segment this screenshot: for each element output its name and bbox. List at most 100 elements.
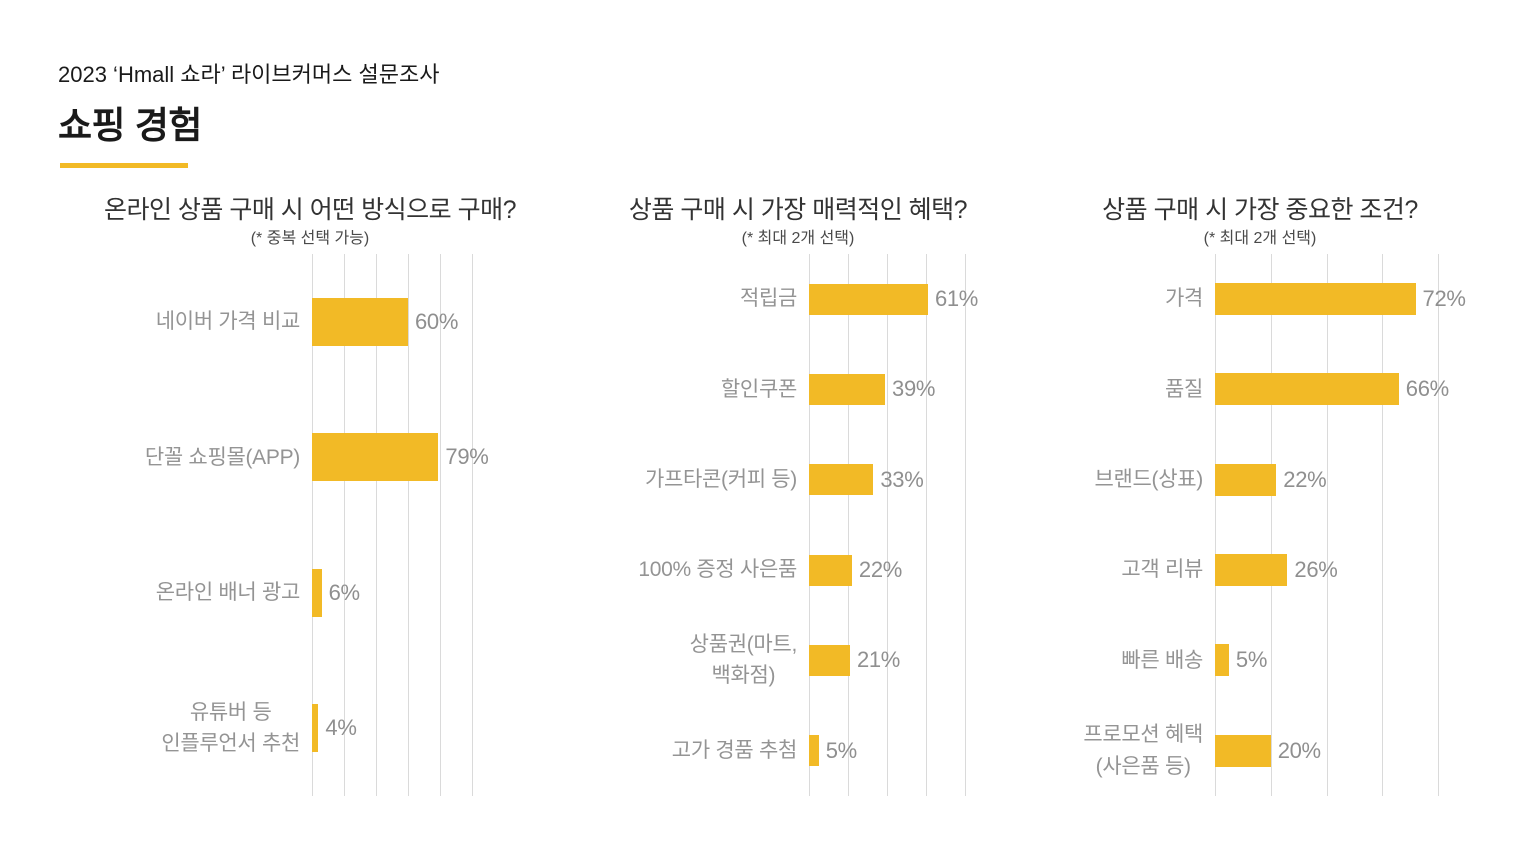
gridline — [1215, 254, 1216, 796]
category-label: 브랜드(상표) — [1094, 468, 1204, 492]
gridlines — [809, 254, 966, 796]
chart-subtitle: (* 최대 2개 선택) — [741, 230, 855, 247]
gridline — [376, 254, 377, 796]
gridline — [440, 254, 441, 796]
gridline — [1438, 254, 1439, 796]
chart-title: 상품 구매 시 가장 매력적인 혜택? — [628, 196, 968, 224]
category-label: 가프타콘(커피 등) — [644, 468, 797, 492]
bar — [809, 644, 850, 676]
bar-row: 72% — [1215, 254, 1520, 344]
gridline — [848, 254, 849, 796]
bar — [1215, 734, 1271, 767]
category-axis: 가격 품질 브랜드(상표) 고객 리뷰 빠른 배송 프로모션 혜택 (사은품 등) — [1060, 254, 1203, 796]
bar — [809, 464, 874, 496]
category-label: 적립금 — [739, 287, 797, 311]
value-label: 5% — [1235, 647, 1268, 673]
title-underline-accent — [60, 163, 188, 168]
gridline — [809, 254, 810, 796]
category-label: 품질 — [1164, 377, 1203, 401]
bar-row: 4% — [312, 661, 558, 797]
category-label: 상품권(마트, 백화점) — [689, 632, 798, 688]
bar-row: 22% — [1215, 435, 1520, 525]
gridlines — [312, 254, 473, 796]
bar — [809, 283, 928, 315]
value-label: 5% — [825, 737, 858, 763]
gridline — [887, 254, 888, 796]
gridline — [965, 254, 966, 796]
gridline — [1270, 254, 1272, 796]
value-label: 61% — [934, 286, 979, 312]
bar — [312, 297, 408, 346]
survey-subtitle: 2023 ‘Hmall 쇼라’ 라이브커머스 설문조사 — [58, 62, 440, 87]
category-label: 가격 — [1164, 287, 1203, 311]
chart-title: 상품 구매 시 가장 중요한 조건? — [1102, 196, 1418, 224]
bar-series: 72% 66% 22% 26% 5% 20% — [1215, 254, 1520, 796]
bar-row: 26% — [1215, 525, 1520, 615]
bar — [1215, 373, 1399, 406]
value-label: 22% — [858, 557, 903, 583]
chart-purchase-method: 온라인 상품 구매 시 어떤 방식으로 구매? (* 중복 선택 가능) 네이버… — [58, 190, 558, 830]
bar-row: 79% — [312, 390, 558, 526]
chart-subtitle: (* 최대 2개 선택) — [1203, 230, 1317, 247]
chart-subtitle: (* 중복 선택 가능) — [250, 230, 370, 247]
bar — [312, 704, 319, 753]
page-title: 쇼핑 경험 — [58, 105, 202, 146]
value-label: 39% — [892, 376, 936, 402]
bar-row: 66% — [1215, 344, 1520, 434]
category-label: 빠른 배송 — [1121, 648, 1203, 672]
bar-row: 61% — [809, 254, 1047, 344]
value-label: 60% — [415, 308, 459, 334]
gridline — [312, 254, 313, 796]
bar-row: 33% — [809, 435, 1047, 525]
value-label: 21% — [856, 647, 901, 673]
bar — [809, 735, 819, 767]
chart-title: 온라인 상품 구매 시 어떤 방식으로 구매? — [103, 196, 517, 224]
category-label: 네이버 가격 비교 — [155, 310, 301, 333]
bar-row: 39% — [809, 344, 1047, 434]
category-label: 고가 경품 추첨 — [671, 739, 798, 763]
value-label: 33% — [880, 466, 924, 492]
value-label: 26% — [1294, 557, 1338, 583]
bar-row: 5% — [1215, 615, 1520, 705]
bar-series: 60% 79% 6% 4% — [312, 254, 558, 796]
bar — [809, 554, 852, 586]
bar — [1215, 554, 1288, 587]
value-label: 66% — [1405, 376, 1449, 402]
bar-series: 61% 39% 33% 22% 21% 5% — [809, 254, 1047, 796]
plot-area: 가격 품질 브랜드(상표) 고객 리뷰 빠른 배송 프로모션 혜택 (사은품 등) 72%… — [1060, 254, 1520, 796]
category-label: 고객 리뷰 — [1121, 558, 1203, 582]
gridline — [1326, 254, 1328, 796]
bar — [312, 568, 322, 617]
gridline — [472, 254, 473, 796]
bar — [1215, 644, 1229, 677]
bar — [809, 373, 886, 405]
gridlines — [1215, 254, 1439, 796]
category-label: 유튜버 등 인플루언서 추천 — [161, 700, 300, 756]
value-label: 79% — [445, 444, 489, 470]
bar — [1215, 283, 1416, 316]
value-label: 72% — [1422, 286, 1466, 312]
category-label: 단꼴 쇼핑몰(APP) — [144, 445, 300, 469]
gridline — [408, 254, 409, 796]
bar-row: 60% — [312, 254, 558, 390]
gridline — [1382, 254, 1384, 796]
value-label: 22% — [1283, 466, 1327, 492]
bar-row: 22% — [809, 525, 1047, 615]
category-label: 100% 증정 사은품 — [638, 558, 797, 582]
bar-row: 20% — [1215, 706, 1520, 796]
value-label: 20% — [1277, 737, 1321, 763]
category-label: 할인쿠폰 — [720, 377, 797, 401]
bar-row: 21% — [809, 615, 1047, 705]
gridline — [926, 254, 927, 796]
bar-row: 5% — [809, 706, 1047, 796]
bar-row: 6% — [312, 525, 558, 661]
category-label: 온라인 배너 광고 — [155, 581, 301, 604]
value-label: 4% — [325, 715, 357, 741]
